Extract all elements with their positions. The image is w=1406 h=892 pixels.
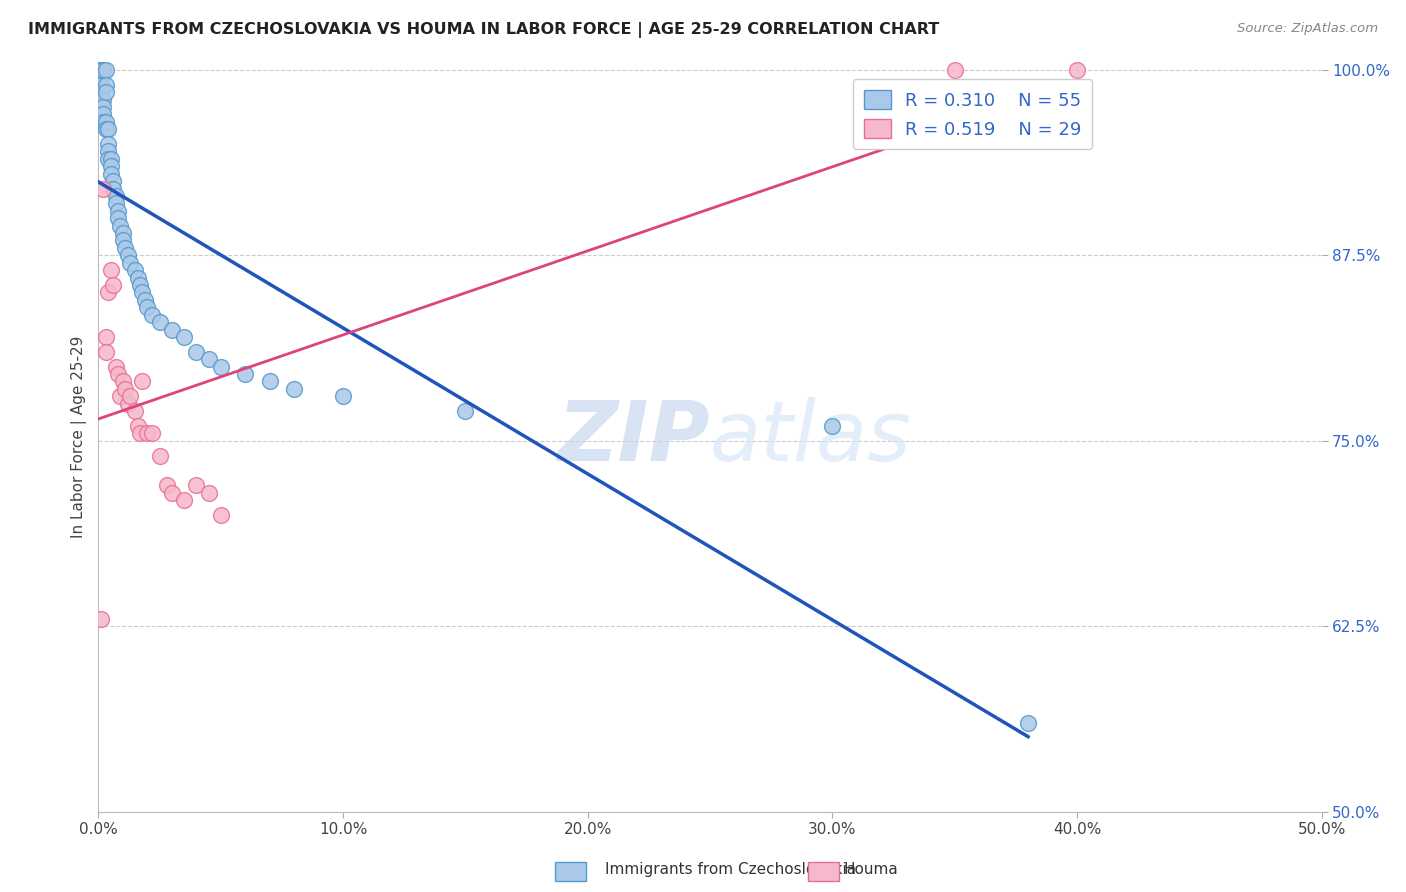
Point [131,285,153,300]
Point [91,62,114,77]
Point [90,70,112,85]
Point [110,389,132,403]
Point [97,285,120,300]
Point [101,181,124,195]
Point [141,426,163,441]
Point [129,278,152,293]
Point [454,404,477,418]
Point [186,344,208,359]
Point [197,485,219,500]
Text: ZIP: ZIP [557,397,710,477]
Point [197,352,219,367]
Point [104,189,127,203]
Point [149,315,172,329]
Point [136,426,159,441]
Text: Houma: Houma [844,863,898,877]
Point [114,382,136,396]
Point [283,382,305,396]
Point [129,426,152,441]
Point [90,85,112,99]
Point [107,211,129,226]
Point [233,367,256,381]
Point [101,278,124,293]
Point [332,389,354,403]
Point [209,508,232,522]
Point [173,330,195,344]
Point [107,203,129,218]
Point [94,330,117,344]
Point [127,419,149,434]
Point [110,219,132,233]
Point [120,256,142,270]
Point [1066,62,1088,77]
Point [149,449,172,463]
Point [173,493,195,508]
Point [91,93,114,107]
Point [100,167,122,181]
Point [91,107,114,121]
Point [259,375,281,389]
Point [124,404,146,418]
Point [97,136,120,151]
Point [94,115,117,129]
Point [104,196,127,211]
Point [111,234,134,248]
Y-axis label: In Labor Force | Age 25-29: In Labor Force | Age 25-29 [72,336,87,538]
Point [117,248,139,262]
Text: Immigrants from Czechoslovakia: Immigrants from Czechoslovakia [605,863,856,877]
Point [124,263,146,277]
Point [94,62,117,77]
Point [90,78,112,92]
Point [94,122,117,136]
Point [90,612,112,626]
Point [186,478,208,492]
Point [821,419,844,434]
Point [127,270,149,285]
Point [136,300,159,314]
Point [943,62,966,77]
Point [91,115,114,129]
Point [104,359,127,374]
Point [120,389,142,403]
Point [91,100,114,114]
Point [1017,715,1039,730]
Legend: R = 0.310    N = 55, R = 0.519    N = 29: R = 0.310 N = 55, R = 0.519 N = 29 [853,79,1092,150]
Point [90,62,112,77]
Point [91,62,114,77]
Point [111,226,134,240]
Point [160,322,183,336]
Text: IMMIGRANTS FROM CZECHOSLOVAKIA VS HOUMA IN LABOR FORCE | AGE 25-29 CORRELATION C: IMMIGRANTS FROM CZECHOSLOVAKIA VS HOUMA … [28,22,939,38]
Point [131,375,153,389]
Point [90,62,112,77]
Point [111,375,134,389]
Point [100,152,122,166]
Point [107,367,129,381]
Point [91,181,114,195]
Point [94,85,117,99]
Point [160,485,183,500]
Point [114,241,136,255]
Point [101,174,124,188]
Point [94,344,117,359]
Point [117,397,139,411]
Point [94,78,117,92]
Point [134,293,156,307]
Text: Source: ZipAtlas.com: Source: ZipAtlas.com [1237,22,1378,36]
Point [100,159,122,173]
Point [100,263,122,277]
Point [97,145,120,159]
Text: atlas: atlas [710,397,911,477]
Point [97,122,120,136]
Point [156,478,179,492]
Point [97,152,120,166]
Point [141,308,163,322]
Point [209,359,232,374]
